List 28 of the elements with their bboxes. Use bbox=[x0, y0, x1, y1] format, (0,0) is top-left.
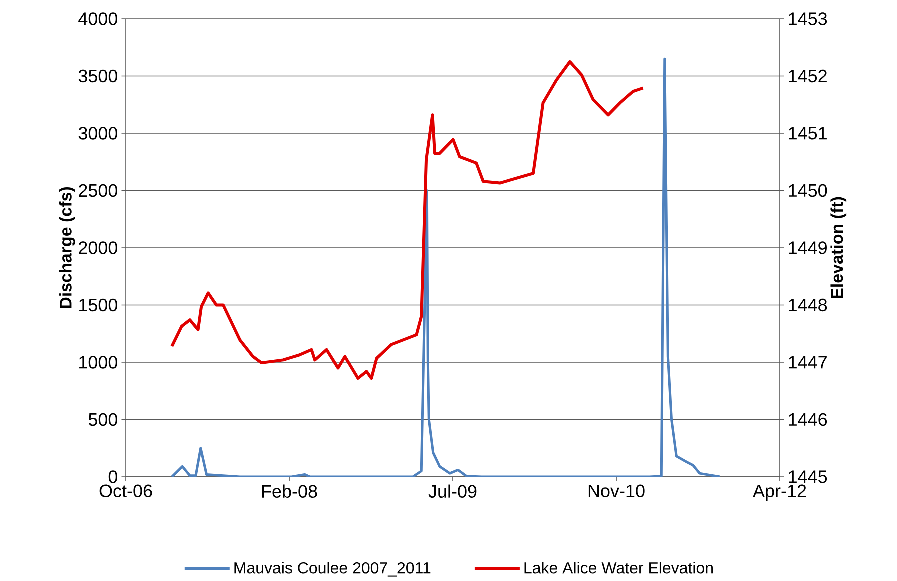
y-tick-label: 3000 bbox=[78, 127, 118, 140]
y-tick-label: 4000 bbox=[78, 12, 118, 26]
y2-tick-label: 1452 bbox=[789, 70, 827, 83]
x-tick-label: Apr-12 bbox=[753, 484, 806, 502]
x-tick-label: Nov-10 bbox=[588, 484, 645, 498]
legend-label: Mauvais Coulee 2007_2011 bbox=[234, 562, 431, 577]
y2-tick-label: 1447 bbox=[789, 356, 827, 369]
y2-axis-title: Elevation (ft) bbox=[830, 197, 847, 298]
x-tick-label: Oct-06 bbox=[100, 484, 152, 498]
x-tick-label: Feb-08 bbox=[262, 484, 318, 498]
legend-label: Lake Alice Water Elevation bbox=[524, 562, 713, 574]
y2-tick-label: 1453 bbox=[789, 12, 828, 26]
y-axis-title: Discharge (cfs) bbox=[59, 187, 76, 308]
y2-tick-label: 1448 bbox=[789, 298, 828, 312]
x-tick-label: Jul-09 bbox=[428, 484, 477, 498]
y2-tick-label: 1450 bbox=[789, 184, 828, 198]
y2-tick-label: 1446 bbox=[789, 413, 828, 426]
y-tick-label: 2000 bbox=[79, 242, 118, 254]
y-tick-label: 3500 bbox=[78, 70, 118, 83]
y2-tick-label: 1445 bbox=[789, 470, 828, 484]
y2-tick-label: 1449 bbox=[789, 242, 827, 254]
y-tick-label: 2500 bbox=[79, 184, 118, 198]
line-series bbox=[170, 60, 645, 380]
y-tick-label: 500 bbox=[88, 413, 118, 426]
y2-tick-label: 1451 bbox=[789, 127, 827, 140]
y-tick-label: 0 bbox=[108, 470, 118, 484]
y-tick-label: 1500 bbox=[80, 298, 118, 312]
y-tick-label: 1000 bbox=[80, 356, 118, 369]
